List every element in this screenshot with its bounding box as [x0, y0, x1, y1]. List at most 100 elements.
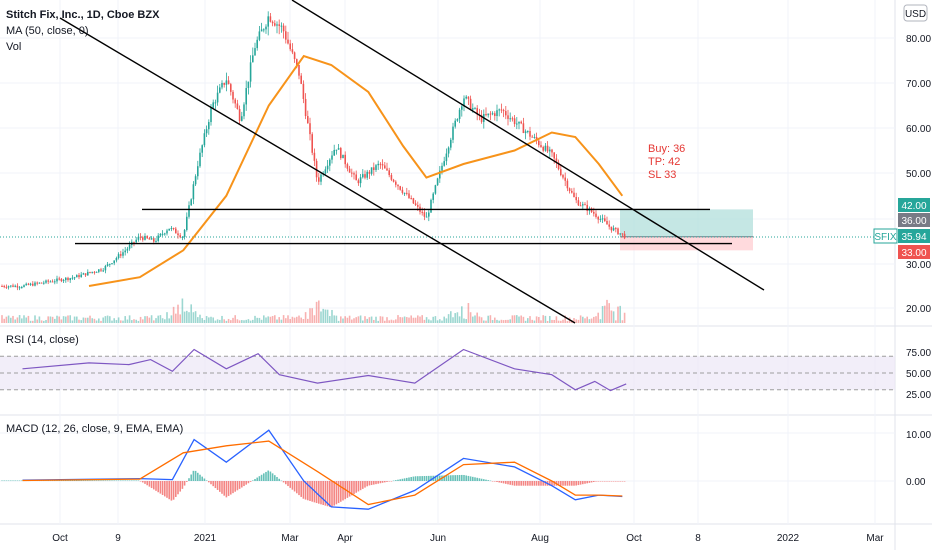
volume-bar	[456, 312, 459, 323]
candle-body	[533, 136, 536, 138]
candle-body	[531, 136, 533, 138]
candle-body	[232, 91, 234, 100]
macd-histogram-bar	[278, 478, 280, 481]
volume-bar	[478, 316, 481, 323]
candle-body	[546, 145, 549, 152]
candle-body	[274, 23, 276, 26]
price-tick-label: 30.00	[906, 260, 931, 271]
volume-bar	[480, 317, 483, 323]
volume-bar	[126, 319, 129, 323]
volume-bar	[69, 315, 71, 323]
candle-body	[45, 280, 47, 283]
volume-bar	[348, 315, 351, 323]
volume-bar	[172, 306, 175, 323]
macd-histogram-bar	[304, 481, 307, 500]
candle-body	[291, 49, 294, 53]
volume-bar	[491, 320, 494, 323]
volume-bar	[274, 315, 276, 323]
macd-histogram-bar	[450, 475, 452, 481]
candle-body	[1, 286, 3, 287]
macd-histogram-bar	[296, 481, 298, 494]
volume-bar	[340, 316, 342, 323]
volume-bar	[91, 318, 93, 323]
volume-bar	[164, 319, 166, 323]
candle-body	[335, 149, 338, 151]
candle-body	[436, 178, 439, 186]
candle-body	[496, 110, 498, 117]
macd-histogram-bar	[337, 481, 340, 504]
macd-histogram-bar	[509, 481, 511, 485]
volume-bar	[309, 308, 311, 323]
volume-bar	[18, 315, 21, 323]
volume-bar	[148, 317, 151, 323]
macd-histogram-bar	[590, 481, 593, 483]
macd-histogram-bar	[386, 481, 388, 482]
volume-bar	[524, 320, 527, 323]
candle-body	[476, 108, 478, 115]
macd-histogram-bar	[579, 481, 582, 485]
time-tick-label: 9	[115, 533, 121, 544]
macd-histogram-bar	[456, 475, 459, 481]
macd-histogram-bar	[529, 481, 531, 486]
volume-bar	[366, 318, 368, 323]
volume-bar	[533, 320, 536, 323]
candle-body	[582, 204, 584, 206]
volume-bar	[139, 316, 142, 323]
candle-body	[280, 25, 283, 27]
volume-bar	[408, 317, 410, 323]
volume-bar	[487, 315, 489, 323]
volume-bar	[144, 316, 146, 323]
candle-body	[461, 106, 463, 110]
macd-histogram-bar	[225, 481, 228, 498]
volume-bar	[370, 316, 373, 323]
volume-bar	[425, 317, 428, 323]
candle-body	[329, 159, 331, 166]
macd-histogram-bar	[265, 471, 267, 481]
price-candles[interactable]	[1, 11, 626, 291]
candle-body	[518, 121, 520, 124]
candle-body	[148, 238, 151, 240]
volume-bar	[232, 317, 234, 323]
macd-histogram-bar	[148, 481, 151, 487]
volume-bar	[280, 319, 283, 323]
trend-drawings[interactable]	[59, 0, 765, 324]
volume-bar	[414, 317, 417, 323]
volume-bar	[593, 316, 595, 323]
candle-body	[219, 87, 221, 93]
symbol-badge-label: SFIX	[874, 232, 897, 243]
macd-histogram-bar	[408, 477, 410, 481]
candle-body	[544, 145, 547, 151]
volume-bar	[494, 317, 496, 323]
candle-body	[128, 244, 131, 249]
volume-bar	[293, 317, 296, 323]
macd-histogram-bar	[181, 481, 184, 489]
macd-histogram-bar	[423, 476, 426, 481]
macd-histogram-bar	[566, 481, 569, 486]
candle-body	[194, 176, 197, 185]
candle-body	[124, 250, 126, 253]
candle-body	[421, 211, 423, 213]
volume-bar	[384, 320, 386, 323]
volume-bar	[106, 315, 109, 323]
candle-body	[146, 235, 148, 239]
volume-bar	[505, 319, 507, 323]
price-tick-label: 60.00	[906, 124, 931, 135]
macd-histogram-bar	[267, 470, 269, 481]
macd-histogram-bar	[205, 480, 208, 481]
currency-button[interactable]	[903, 4, 928, 22]
macd-lines	[1, 429, 626, 510]
volume-bar	[439, 319, 441, 323]
price-axis[interactable]	[895, 0, 932, 550]
volume-bar	[450, 311, 452, 323]
volume-bar	[518, 316, 520, 323]
volume-bar	[45, 319, 47, 323]
candle-body	[320, 174, 322, 182]
candle-body	[357, 180, 360, 184]
macd-histogram-bar	[472, 476, 474, 481]
volume-bar	[21, 318, 23, 323]
macd-histogram-bar	[120, 480, 122, 482]
volume-bar	[111, 320, 113, 323]
candle-body	[285, 31, 287, 40]
macd-histogram-bar	[491, 481, 494, 482]
